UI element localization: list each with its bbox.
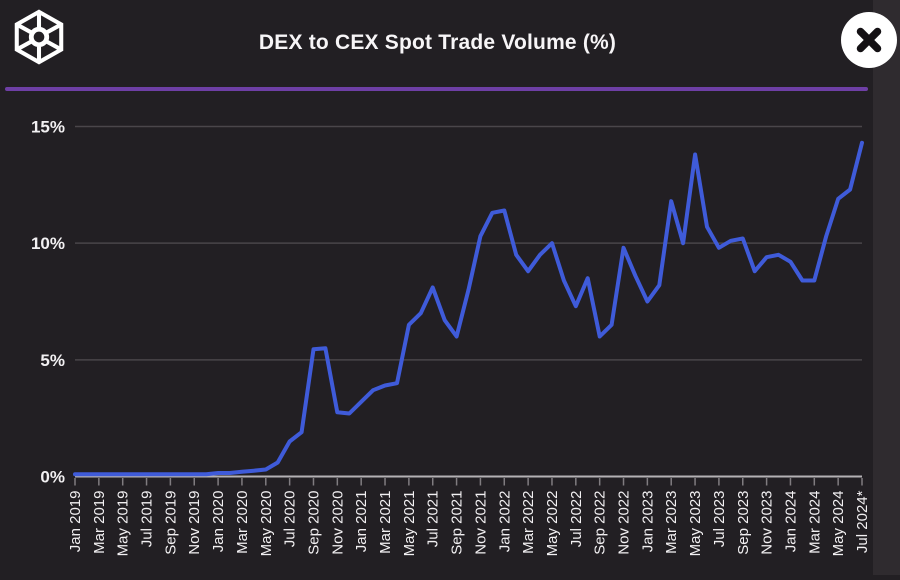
svg-text:Mar 2021: Mar 2021	[377, 491, 394, 554]
svg-text:Jul 2021: Jul 2021	[425, 491, 442, 548]
svg-text:Sep 2020: Sep 2020	[305, 491, 322, 555]
svg-text:5%: 5%	[40, 351, 65, 370]
svg-text:May 2021: May 2021	[401, 491, 418, 557]
svg-text:0%: 0%	[40, 468, 65, 487]
svg-text:Jul 2019: Jul 2019	[139, 491, 156, 548]
svg-text:Jul 2024*: Jul 2024*	[854, 490, 871, 553]
svg-text:Mar 2022: Mar 2022	[520, 491, 537, 554]
svg-text:Nov 2023: Nov 2023	[759, 491, 776, 555]
svg-text:May 2024: May 2024	[830, 491, 847, 557]
svg-text:10%: 10%	[31, 234, 65, 253]
svg-text:15%: 15%	[31, 118, 65, 137]
svg-text:Sep 2019: Sep 2019	[162, 491, 179, 555]
header-divider	[5, 87, 868, 91]
svg-text:Nov 2022: Nov 2022	[616, 491, 633, 555]
svg-text:Jul 2022: Jul 2022	[568, 491, 585, 548]
the-block-logo-icon	[10, 8, 68, 66]
header: DEX to CEX Spot Trade Volume (%)	[0, 0, 900, 88]
svg-text:Nov 2019: Nov 2019	[186, 491, 203, 555]
svg-text:Sep 2022: Sep 2022	[592, 491, 609, 555]
svg-text:Nov 2020: Nov 2020	[329, 491, 346, 555]
svg-text:Sep 2021: Sep 2021	[449, 491, 466, 555]
svg-text:May 2022: May 2022	[544, 491, 561, 557]
svg-text:Jan 2023: Jan 2023	[639, 491, 656, 553]
svg-text:May 2020: May 2020	[258, 491, 275, 557]
close-x-icon	[856, 27, 882, 53]
close-button[interactable]	[841, 12, 897, 68]
svg-text:Mar 2024: Mar 2024	[806, 491, 823, 554]
svg-text:Jan 2019: Jan 2019	[67, 491, 84, 553]
svg-text:Jan 2021: Jan 2021	[353, 491, 370, 553]
svg-text:Mar 2019: Mar 2019	[91, 491, 108, 554]
svg-text:Mar 2020: Mar 2020	[234, 491, 251, 554]
svg-text:May 2023: May 2023	[687, 491, 704, 557]
svg-text:May 2019: May 2019	[115, 491, 132, 557]
background-strip	[873, 0, 900, 575]
svg-text:Sep 2023: Sep 2023	[735, 491, 752, 555]
svg-text:Nov 2021: Nov 2021	[472, 491, 489, 555]
svg-text:Mar 2023: Mar 2023	[663, 491, 680, 554]
svg-text:Jan 2022: Jan 2022	[496, 491, 513, 553]
svg-text:Jan 2020: Jan 2020	[210, 491, 227, 553]
svg-text:Jul 2023: Jul 2023	[711, 491, 728, 548]
chart-title: DEX to CEX Spot Trade Volume (%)	[258, 31, 617, 54]
svg-text:Jan 2024: Jan 2024	[782, 491, 799, 553]
svg-text:Jul 2020: Jul 2020	[282, 491, 299, 548]
